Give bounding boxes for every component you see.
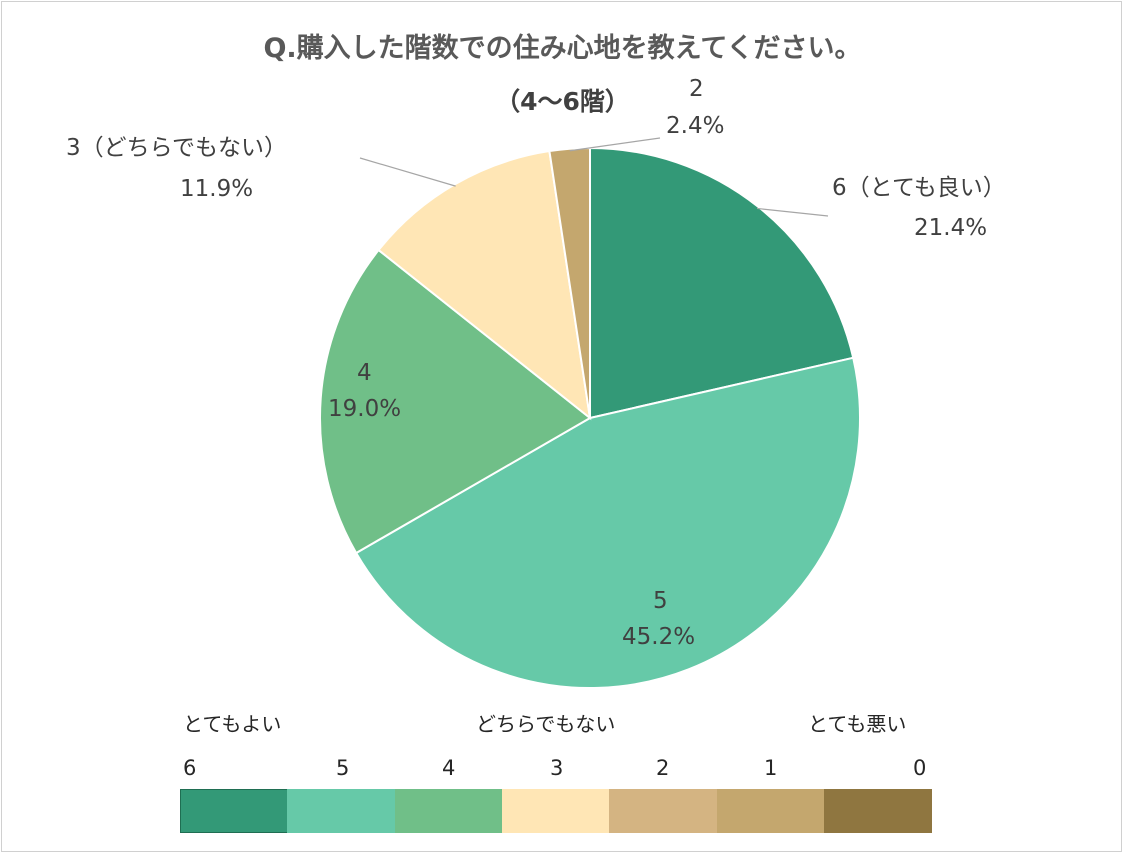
slice-pct-4: 19.0% — [328, 396, 402, 422]
scale-swatch-4 — [394, 789, 503, 833]
leader-line — [359, 157, 456, 187]
pie-slice-4 — [377, 149, 592, 421]
slice-label-5: 5 — [653, 588, 668, 614]
scale-num: 6 — [183, 756, 197, 780]
chart-title: Q.購入した階数での住み心地を教えてください。 — [263, 33, 862, 64]
slice-label-6: 6（とても良い） — [832, 175, 1006, 201]
pie-slice-1 — [589, 146, 855, 420]
chart-subtitle: （4〜6階） — [495, 87, 630, 116]
scale-swatch-5 — [287, 789, 396, 833]
leader-line — [756, 207, 829, 217]
pie-slice-3 — [319, 248, 592, 555]
scale-swatch-1 — [716, 789, 825, 833]
slice-label-4: 4 — [357, 360, 372, 386]
scale-num: 4 — [442, 756, 456, 780]
scale-num: 5 — [336, 756, 350, 780]
slice-pct-3: 11.9% — [180, 176, 254, 202]
pie-slice-2 — [354, 356, 861, 689]
scale-num: 2 — [656, 756, 670, 780]
scale-num: 1 — [764, 756, 778, 780]
scale-label-high: とてもよい — [183, 712, 282, 736]
scale-label-low: とても悪い — [808, 712, 907, 736]
scale-num: 3 — [550, 756, 564, 780]
scale-swatch-3 — [501, 789, 610, 833]
scale-label-mid: どちらでもない — [476, 712, 616, 736]
scale-swatch-0 — [823, 789, 932, 833]
scale-swatch-2 — [609, 789, 718, 833]
slice-pct-2: 2.4% — [666, 113, 725, 139]
slice-pct-6: 21.4% — [914, 215, 988, 241]
slice-label-3: 3（どちらでもない） — [66, 135, 287, 161]
slice-label-2: 2 — [689, 76, 704, 102]
leader-line — [569, 137, 661, 152]
scale-swatch-6 — [180, 789, 288, 833]
slice-pct-5: 45.2% — [622, 624, 696, 650]
scale-num: 0 — [913, 756, 927, 780]
